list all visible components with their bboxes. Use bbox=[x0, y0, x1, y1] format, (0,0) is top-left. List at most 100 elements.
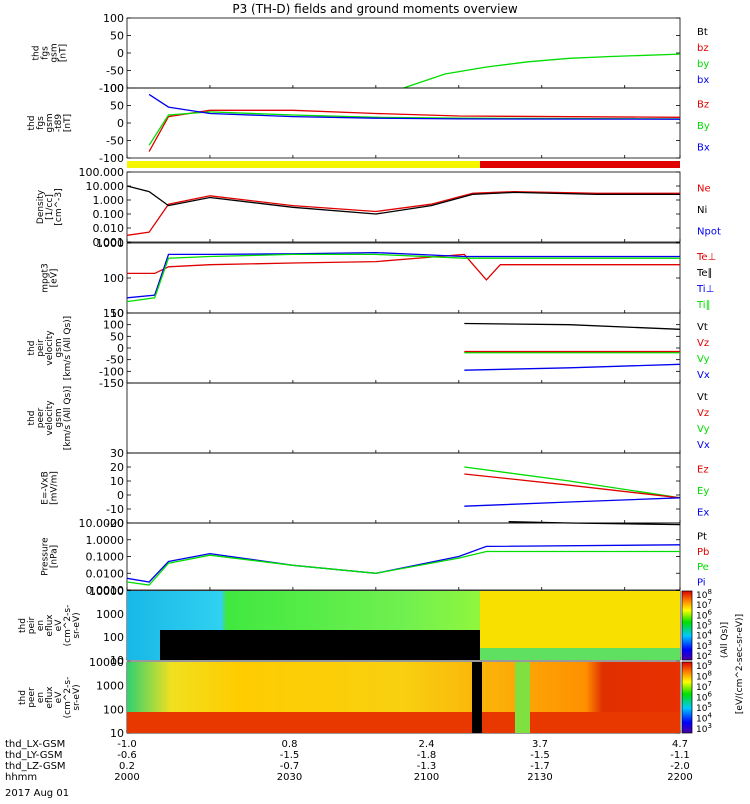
y-axis-label: thd bbox=[27, 116, 37, 131]
y-axis-label: thd bbox=[32, 46, 42, 61]
y-tick-label: 1.0000 bbox=[86, 534, 125, 547]
series-line-Bz bbox=[148, 109, 681, 152]
y-tick-label: 0.010 bbox=[93, 222, 125, 235]
legend-entry: Vy bbox=[697, 424, 710, 435]
y-tick-label: 0.001 bbox=[93, 236, 125, 249]
y-tick-label: 1000 bbox=[96, 237, 124, 250]
legend-entry: Npot bbox=[697, 226, 721, 237]
mode-bar-fast bbox=[480, 161, 680, 168]
y-tick-label: 10000 bbox=[89, 656, 124, 669]
y-tick-label: 10 bbox=[110, 307, 124, 320]
y-axis-label: fgs bbox=[36, 116, 46, 130]
y-tick-label: 100 bbox=[103, 631, 124, 644]
legend-entry: bx bbox=[697, 75, 709, 86]
y-axis-label: [km/s (All Qs)] bbox=[63, 316, 73, 380]
ephemeris-table: thd_LX-GSM -1.0 0.8 2.4 3.7 4.7 thd_LY-GSM -0.6… bbox=[5, 739, 693, 783]
legend-entry: Vx bbox=[697, 440, 710, 451]
y-tick-label: 10000 bbox=[89, 585, 124, 598]
series-line-Ez bbox=[464, 473, 681, 499]
y-axis-label: [nT] bbox=[59, 44, 69, 62]
ephemeris-value: -2.0 bbox=[670, 761, 690, 772]
y-tick-label: 0.100 bbox=[93, 208, 125, 221]
y-axis-label: mpgt3 bbox=[41, 263, 51, 292]
ephemeris-value: 2.4 bbox=[419, 739, 435, 750]
y-tick-label: 100.000 bbox=[79, 166, 125, 179]
y-tick-label: 10.0000 bbox=[79, 517, 125, 530]
y-tick-label: 150 bbox=[103, 307, 124, 320]
series-line-Ti∥ bbox=[126, 253, 680, 303]
legend-entry: Pi bbox=[697, 577, 706, 588]
y-axis-label: E=-VxB bbox=[41, 471, 51, 505]
y-axis-label: gsm bbox=[54, 408, 64, 427]
ephemeris-value: -1.7 bbox=[530, 761, 550, 772]
y-axis-label: thd bbox=[18, 618, 28, 633]
y-axis-label: [mV/m] bbox=[50, 471, 60, 505]
ephemeris-value: -0.6 bbox=[117, 750, 137, 761]
y-axis-label: [km/s (All Qs)] bbox=[63, 386, 73, 450]
y-tick-label: 20 bbox=[110, 461, 124, 474]
electron-spectrogram-low-band bbox=[127, 712, 680, 733]
mode-bar-slow bbox=[127, 161, 480, 168]
panel-pressure: 10.0000 1.0000 0.1000 0.0100 0.0010 Pressure[… bbox=[41, 517, 710, 597]
y-tick-label: 100 bbox=[103, 319, 124, 332]
y-tick-label: 100 bbox=[103, 272, 124, 285]
series-line-Ex bbox=[464, 497, 681, 507]
panel-frame bbox=[126, 17, 681, 89]
ephemeris-value: -1.8 bbox=[417, 750, 437, 761]
y-tick-label: 10 bbox=[110, 654, 124, 667]
legend-entry: Ez bbox=[697, 465, 709, 476]
panel-temperature: 1000 100 10 mpgt3 [eV] Te⊥ Te∥ Ti⊥ Ti∥ bbox=[41, 237, 717, 320]
y-tick-label: 10 bbox=[110, 475, 124, 488]
series-line-Pi bbox=[126, 544, 681, 583]
y-tick-label: 0.0100 bbox=[86, 567, 125, 580]
ephemeris-value: -1.1 bbox=[670, 750, 690, 761]
y-tick-label: 0.1000 bbox=[86, 551, 125, 564]
y-tick-label: -50 bbox=[106, 135, 124, 148]
y-tick-label: -50 bbox=[106, 65, 124, 78]
ephemeris-value: 2200 bbox=[667, 772, 692, 783]
panel-electron-velocity: thd peer velocity gsm [km/s (All Qs)] Vt Vz Vy V… bbox=[27, 382, 710, 454]
electron-spectrogram-gap bbox=[472, 662, 482, 733]
legend-entry: Ni bbox=[697, 205, 707, 216]
electron-spectrogram bbox=[127, 662, 680, 733]
legend-entry: Ne bbox=[697, 184, 711, 195]
colorbar-suffix: (All Qs)] bbox=[720, 622, 730, 658]
y-axis-label: [1/cc] bbox=[45, 194, 55, 220]
y-axis-label: Density bbox=[36, 189, 46, 224]
y-tick-label: 1000 bbox=[96, 680, 124, 693]
y-axis-label: eflux bbox=[45, 686, 55, 709]
series-line-Ne bbox=[126, 190, 680, 236]
figure-title: P3 (TH-D) fields and ground moments over… bbox=[232, 2, 517, 16]
y-axis-label: peer bbox=[36, 407, 46, 428]
ion-spectrogram-low-band bbox=[480, 648, 680, 660]
ephemeris-value: -0.7 bbox=[280, 761, 300, 772]
ephemeris-value: -1.5 bbox=[280, 750, 300, 761]
legend-entry: Ey bbox=[697, 486, 709, 497]
legend-entry: Vy bbox=[697, 354, 710, 365]
y-axis-label: [nPa] bbox=[50, 545, 60, 568]
ephemeris-value: 4.7 bbox=[672, 739, 688, 750]
series-line-Ey bbox=[464, 466, 681, 499]
y-tick-label: 10.000 bbox=[86, 180, 125, 193]
panel-frame bbox=[126, 522, 681, 591]
y-axis-label: velocity bbox=[45, 400, 55, 436]
y-axis-label: gsm bbox=[54, 338, 64, 357]
legend-entry: Pt bbox=[697, 532, 707, 543]
ephemeris-value: 0.2 bbox=[119, 761, 135, 772]
ephemeris-value: 2000 bbox=[114, 772, 139, 783]
legend-entry: Ti∥ bbox=[696, 300, 711, 311]
y-axis-label: peir bbox=[27, 616, 37, 634]
panel-frame bbox=[126, 382, 681, 454]
y-axis-label: (cm^2-s- bbox=[63, 605, 73, 647]
y-tick-label: 100 bbox=[103, 12, 124, 25]
ephemeris-value: 2100 bbox=[414, 772, 439, 783]
y-axis-label: thd bbox=[18, 690, 28, 705]
legend-entry: By bbox=[697, 121, 710, 132]
electron-spectrogram-stripe bbox=[515, 662, 530, 733]
series-line-Ni bbox=[126, 185, 680, 215]
y-tick-label: -10 bbox=[106, 503, 124, 516]
y-tick-label: -20 bbox=[106, 517, 124, 530]
y-axis-label: fgs bbox=[41, 46, 51, 60]
y-tick-label: 0 bbox=[117, 489, 124, 502]
